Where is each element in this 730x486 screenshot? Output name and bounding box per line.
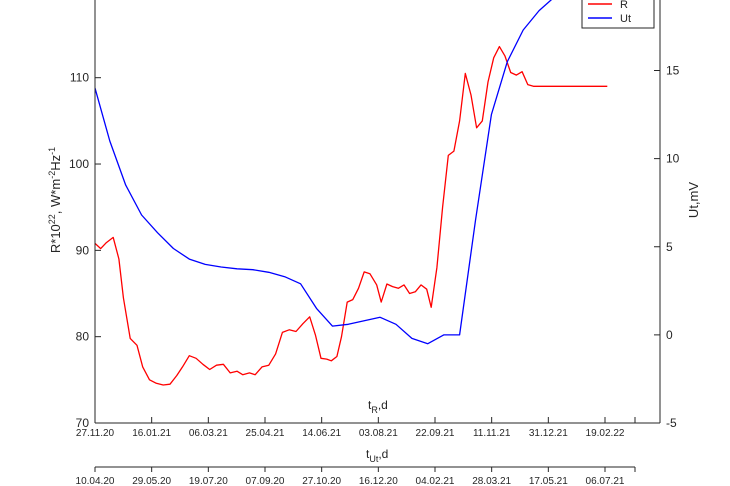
ut-tick-label: 19.07.20 bbox=[189, 476, 228, 486]
ut-tick-label: 17.05.21 bbox=[529, 476, 568, 486]
x-tick-label: 22.09.21 bbox=[416, 428, 455, 439]
right-tick-label: 15 bbox=[666, 64, 680, 78]
axes: 70 80 90 100 110 -5 0 5 10 15 27.11.20 16.01.21 06.0… bbox=[47, 0, 701, 486]
ut-tick-label: 04.02.21 bbox=[416, 476, 455, 486]
x-tick-label: 25.04.21 bbox=[246, 428, 285, 439]
left-tick-label: 100 bbox=[69, 157, 89, 171]
x-tick-label: 06.03.21 bbox=[189, 428, 228, 439]
x-tick-label: 19.02.22 bbox=[586, 428, 625, 439]
left-tick-label: 80 bbox=[76, 330, 90, 344]
ut-tick-label: 10.04.20 bbox=[76, 476, 115, 486]
legend: R Ut bbox=[581, 0, 655, 29]
left-tick-label: 90 bbox=[76, 243, 90, 257]
ut-tick-label: 29.05.20 bbox=[132, 476, 171, 486]
series-line-r bbox=[95, 45, 608, 386]
legend-label-ut: Ut bbox=[620, 13, 631, 25]
right-axis-label: Ut,mV bbox=[686, 182, 701, 218]
ut-tick-label: 06.07.21 bbox=[586, 476, 625, 486]
x-tick-label: 31.12.21 bbox=[529, 428, 568, 439]
right-tick-label: 0 bbox=[666, 328, 673, 342]
left-tick-label: 110 bbox=[70, 71, 89, 85]
x-tick-label: 16.01.21 bbox=[132, 428, 171, 439]
right-tick-label: 10 bbox=[666, 152, 680, 166]
ut-tick-label: 07.09.20 bbox=[246, 476, 285, 486]
ut-tick-label: 28.03.21 bbox=[472, 476, 511, 486]
x-axis-Ut-label: tUt,d bbox=[366, 447, 388, 464]
plot-lines bbox=[95, 0, 608, 386]
legend-label-r: R bbox=[620, 0, 628, 11]
x-tick-label: 03.08.21 bbox=[359, 428, 398, 439]
left-tick-label: 70 bbox=[76, 416, 90, 430]
ut-tick-label: 16.12.20 bbox=[359, 476, 398, 486]
series-line-ut bbox=[95, 0, 553, 345]
x-axis-R-label: tR,d bbox=[368, 398, 388, 415]
x-tick-label: 14.06.21 bbox=[302, 428, 341, 439]
right-tick-label: 5 bbox=[666, 240, 673, 254]
left-axis-label: R*1022, W*m-2Hz-1 bbox=[47, 147, 63, 253]
right-tick-label: -5 bbox=[666, 416, 677, 430]
ut-tick-label: 27.10.20 bbox=[302, 476, 341, 486]
x-tick-label: 11.11.21 bbox=[473, 428, 511, 439]
x-tick-label: 27.11.20 bbox=[76, 428, 115, 439]
